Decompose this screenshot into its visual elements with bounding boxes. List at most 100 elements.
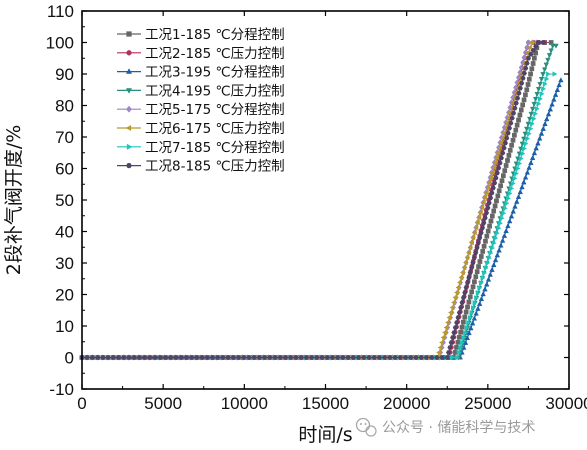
series-point (528, 111, 534, 117)
series-point (459, 339, 465, 346)
series-point (533, 145, 539, 151)
series-point (512, 105, 518, 111)
legend-label: 工况5-175 ℃分程控制 (145, 102, 285, 118)
legend-item: 工况6-175 ℃压力控制 (117, 121, 285, 137)
series-point (476, 214, 482, 221)
series-point (476, 300, 483, 306)
series-point (553, 43, 559, 49)
x-tick-label: 10000 (221, 394, 268, 413)
series-point (256, 355, 263, 360)
series-point (540, 40, 546, 45)
series-point (507, 190, 513, 197)
series-point (529, 66, 535, 72)
series-point (188, 355, 195, 360)
series-point (142, 355, 148, 360)
series-point (423, 355, 429, 360)
watermark-text: 公众号 · 储能科学与技术 (382, 420, 535, 436)
series-point (455, 315, 461, 320)
series-point (507, 148, 513, 153)
series-point (539, 91, 545, 97)
series-point (519, 184, 525, 190)
series-point (482, 194, 488, 201)
series-point (508, 120, 514, 126)
series-point (474, 245, 480, 251)
series-point (505, 223, 511, 229)
series-point (517, 160, 523, 167)
series-point (477, 285, 483, 291)
series-point (483, 210, 490, 216)
series-point (471, 305, 476, 311)
series-point (499, 178, 505, 184)
series-point (554, 86, 561, 92)
series-point (473, 224, 479, 231)
series-point (496, 188, 502, 194)
series-point (100, 355, 106, 360)
series-point (552, 71, 558, 77)
legend-label: 工况6-175 ℃压力控制 (145, 121, 285, 137)
series-point (215, 355, 221, 360)
series-point (495, 193, 501, 199)
series-point (468, 325, 474, 331)
series-point (501, 210, 507, 216)
series-point (509, 115, 515, 121)
series-point (444, 319, 450, 326)
series-point (458, 274, 464, 281)
series-point (491, 262, 497, 268)
series-point (475, 305, 481, 311)
series-point (521, 179, 527, 185)
series-point (459, 300, 465, 305)
series-point (466, 275, 472, 280)
series-point (489, 190, 495, 196)
series-point (335, 355, 341, 360)
series-point (465, 249, 471, 256)
series-point (460, 295, 467, 300)
series-point (518, 146, 524, 152)
series-point (517, 112, 523, 118)
series-point (453, 289, 459, 296)
series-point (466, 319, 472, 326)
series-point (470, 284, 476, 290)
series-point (361, 355, 367, 360)
series-point (447, 345, 453, 350)
series-point (510, 137, 516, 143)
series-point (428, 355, 435, 360)
series-point (471, 229, 477, 236)
series-point (525, 82, 531, 87)
series-point (519, 141, 526, 147)
series-point (490, 245, 496, 251)
series-point (288, 355, 294, 360)
series-point (525, 121, 531, 127)
series-point (482, 286, 488, 292)
series-point (475, 290, 481, 296)
x-tick-label: 20000 (383, 394, 430, 413)
series-point (525, 135, 531, 142)
series-point (282, 355, 289, 360)
series-point (489, 213, 495, 219)
series-point (509, 142, 514, 148)
series-point (491, 208, 497, 214)
series-point (525, 55, 532, 61)
series-point (503, 228, 509, 233)
series-point (467, 270, 473, 275)
series-point (456, 279, 462, 286)
series-point (461, 334, 467, 341)
series-point (173, 355, 179, 360)
series-point (105, 355, 111, 360)
series-point (485, 228, 491, 234)
legend-label: 工况2-185 ℃压力控制 (145, 46, 285, 62)
series-point (494, 154, 500, 161)
series-point (485, 260, 491, 266)
series-point (485, 205, 491, 211)
series-point (474, 219, 480, 226)
series-point (493, 235, 499, 241)
series-point (458, 329, 463, 335)
series-point (498, 220, 504, 226)
series-point (319, 355, 325, 360)
series-point (510, 180, 516, 187)
series-point (531, 150, 538, 156)
series-point (530, 121, 535, 127)
series-point (470, 234, 476, 241)
plot-frame (81, 10, 570, 390)
series-point (251, 355, 257, 360)
